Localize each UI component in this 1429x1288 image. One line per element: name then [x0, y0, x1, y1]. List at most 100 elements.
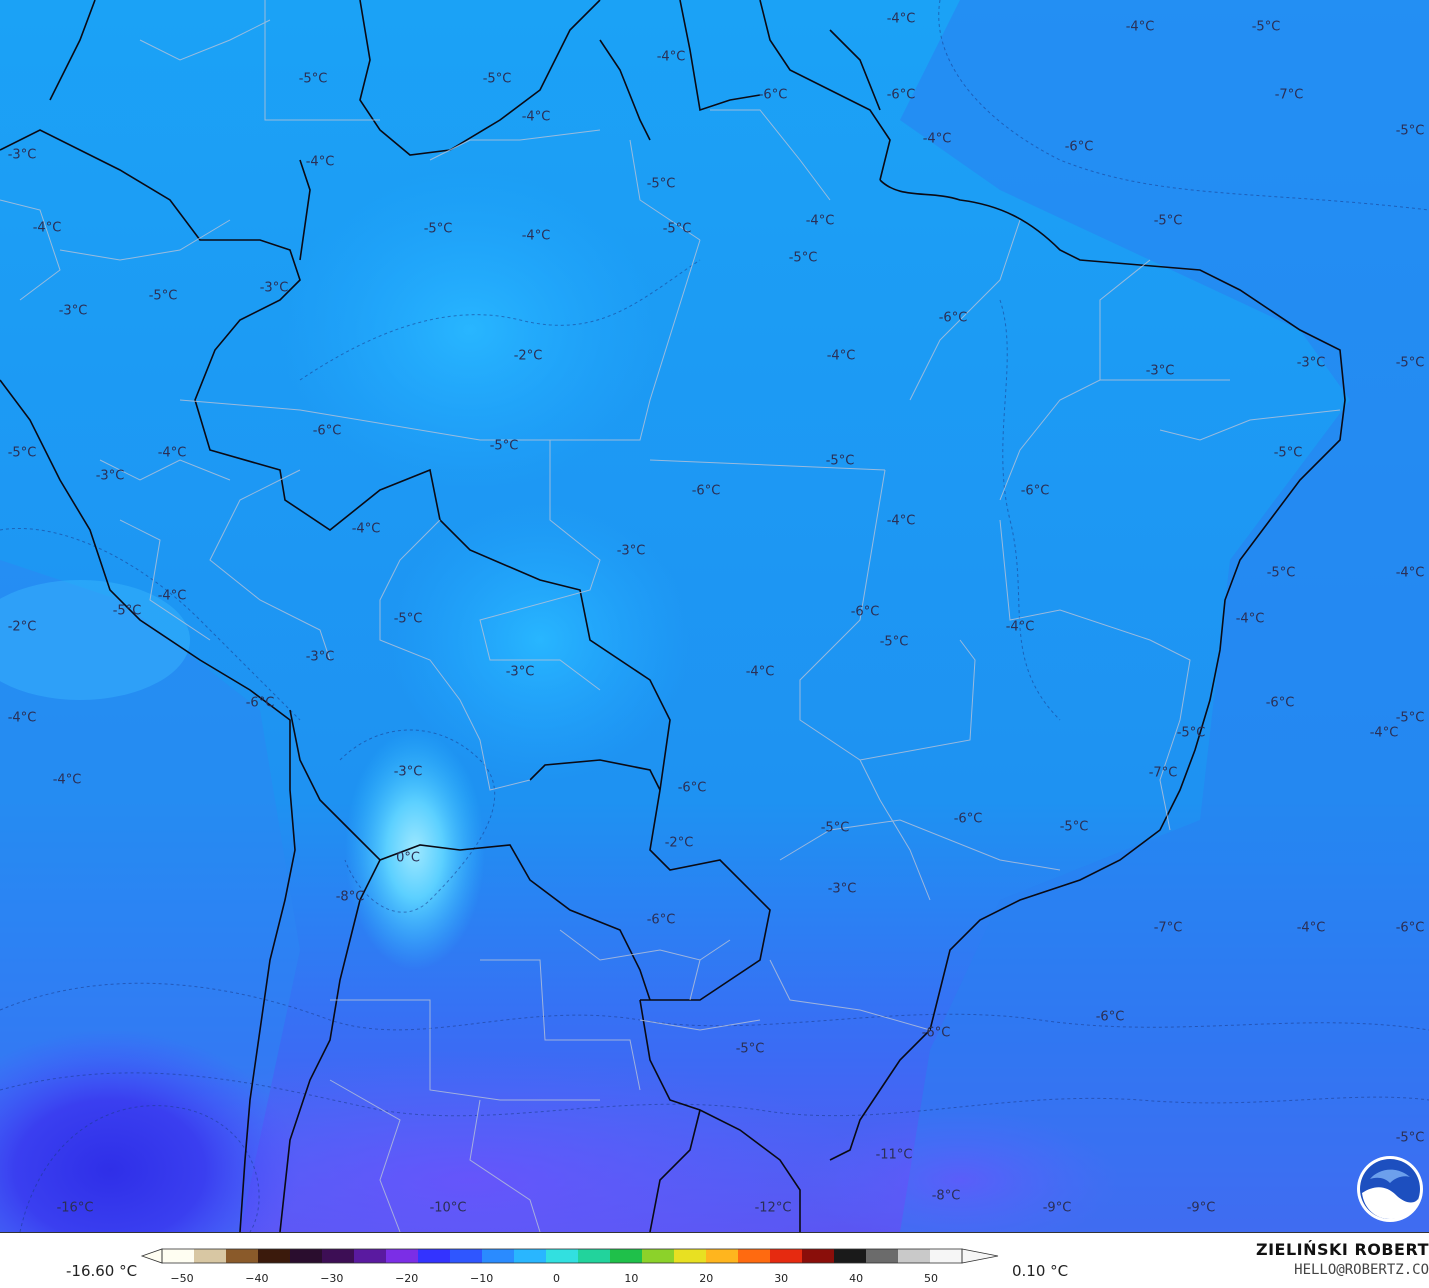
temperature-label: -3°C — [616, 543, 646, 559]
temperature-label: -6°C — [953, 811, 983, 827]
author-name: ZIELIŃSKI ROBERT — [1255, 1240, 1429, 1259]
scale-tick-label: 40 — [849, 1272, 864, 1285]
temperature-label: -4°C — [521, 109, 551, 125]
temperature-label: -5°C — [1153, 213, 1183, 229]
scale-color-segment — [546, 1249, 579, 1263]
scale-tick-label: 30 — [774, 1272, 789, 1285]
scale-min-arrow — [140, 1248, 163, 1264]
temperature-label: -6°C — [646, 912, 676, 928]
temperature-label: -5°C — [825, 453, 855, 469]
temperature-label: -2°C — [7, 619, 37, 635]
country-borders — [0, 0, 1346, 1232]
scale-color-segment — [290, 1249, 323, 1263]
scale-color-segment — [930, 1249, 963, 1263]
temperature-label: -3°C — [95, 468, 125, 484]
temperature-label: -6°C — [1064, 139, 1094, 155]
temperature-label: -6°C — [1020, 483, 1050, 499]
temperature-label: -5°C — [482, 71, 512, 87]
temperature-label: -3°C — [393, 764, 423, 780]
temperature-label: -6°C — [1395, 920, 1425, 936]
temperature-label: -5°C — [735, 1041, 765, 1057]
scale-tick-label: −40 — [245, 1272, 269, 1285]
temperature-label: -5°C — [820, 820, 850, 836]
temperature-label: -5°C — [7, 445, 37, 461]
scale-tick-label: 0 — [553, 1272, 560, 1285]
temperature-label: -5°C — [646, 176, 676, 192]
warm-pacific-area — [0, 580, 190, 700]
scale-color-segment — [898, 1249, 931, 1263]
temperature-label: -2°C — [664, 835, 694, 851]
scale-color-segment — [162, 1249, 195, 1263]
scale-tick-label: 20 — [699, 1272, 714, 1285]
temperature-label: -5°C — [1176, 725, 1206, 741]
contour-lines — [0, 0, 1429, 1232]
temperature-label: -6°C — [1265, 695, 1295, 711]
scale-color-segment — [354, 1249, 387, 1263]
temperature-label: -3°C — [1296, 355, 1326, 371]
color-scale-bar — [140, 1248, 999, 1264]
temperature-label: -4°C — [886, 513, 916, 529]
temperature-label: -4°C — [305, 154, 335, 170]
min-value-label: -16.60 °C — [66, 1262, 138, 1280]
temperature-label: -3°C — [505, 664, 535, 680]
temperature-label: -4°C — [157, 445, 187, 461]
temperature-label: -5°C — [1395, 710, 1425, 726]
scale-color-segment — [322, 1249, 355, 1263]
warm-amazon-area — [280, 170, 660, 490]
temperature-label: -8°C — [335, 889, 365, 905]
temperature-label: -5°C — [1059, 819, 1089, 835]
scale-color-segment — [674, 1249, 707, 1263]
cold-uruguay-area — [800, 1110, 1120, 1232]
scale-tick-label: −20 — [395, 1272, 419, 1285]
temperature-label: -5°C — [423, 221, 453, 237]
temperature-label: -3°C — [58, 303, 88, 319]
temperature-label: -3°C — [305, 649, 335, 665]
temperature-label: -5°C — [879, 634, 909, 650]
scale-color-segment — [578, 1249, 611, 1263]
temperature-label: -16°C — [56, 1200, 94, 1216]
temperature-label: -6°C — [758, 87, 788, 103]
temperature-label: -5°C — [1273, 445, 1303, 461]
scale-color-segment — [834, 1249, 867, 1263]
temperature-map: -4°C -4°C -5°C -5°C -5°C -4°C -6°C -6°C -7°C -4°C… — [0, 0, 1429, 1232]
temperature-label: -4°C — [886, 11, 916, 27]
temperature-label: -5°C — [1395, 1130, 1425, 1146]
temperature-label: -6°C — [312, 423, 342, 439]
scale-max-arrow — [961, 1248, 999, 1264]
temperature-label: -4°C — [1125, 19, 1155, 35]
temperature-label: -5°C — [788, 250, 818, 266]
noaa-logo-icon — [1357, 1156, 1423, 1222]
scale-color-segment — [866, 1249, 899, 1263]
temperature-label: -4°C — [1296, 920, 1326, 936]
temperature-label: -3°C — [1145, 363, 1175, 379]
temperature-label: -4°C — [826, 348, 856, 364]
temperature-label: -8°C — [931, 1188, 961, 1204]
scale-color-segment — [610, 1249, 643, 1263]
temperature-label: -4°C — [1005, 619, 1035, 635]
temperature-label: -4°C — [1395, 565, 1425, 581]
temperature-label: -4°C — [1369, 725, 1399, 741]
scale-color-segment — [770, 1249, 803, 1263]
temperature-label: -4°C — [1235, 611, 1265, 627]
temperature-label: -11°C — [875, 1147, 913, 1163]
temperature-label: 0°C — [396, 850, 420, 866]
scale-color-segment — [450, 1249, 483, 1263]
temperature-label: -3°C — [7, 147, 37, 163]
temperature-label: -5°C — [1266, 565, 1296, 581]
temperature-label: -10°C — [429, 1200, 467, 1216]
scale-color-segment — [706, 1249, 739, 1263]
cold-core-area — [0, 1030, 300, 1232]
scale-color-segment — [258, 1249, 291, 1263]
temperature-label: -5°C — [1251, 19, 1281, 35]
temperature-label: -4°C — [7, 710, 37, 726]
temperature-label: -4°C — [52, 772, 82, 788]
temperature-label: -5°C — [112, 603, 142, 619]
scale-color-segment — [418, 1249, 451, 1263]
scale-color-segment — [642, 1249, 675, 1263]
temperature-label: -4°C — [922, 131, 952, 147]
temperature-label: -6°C — [245, 695, 275, 711]
scale-color-segment — [738, 1249, 771, 1263]
temperature-label: -4°C — [32, 220, 62, 236]
temperature-label: -6°C — [1095, 1009, 1125, 1025]
temperature-label: -9°C — [1186, 1200, 1216, 1216]
